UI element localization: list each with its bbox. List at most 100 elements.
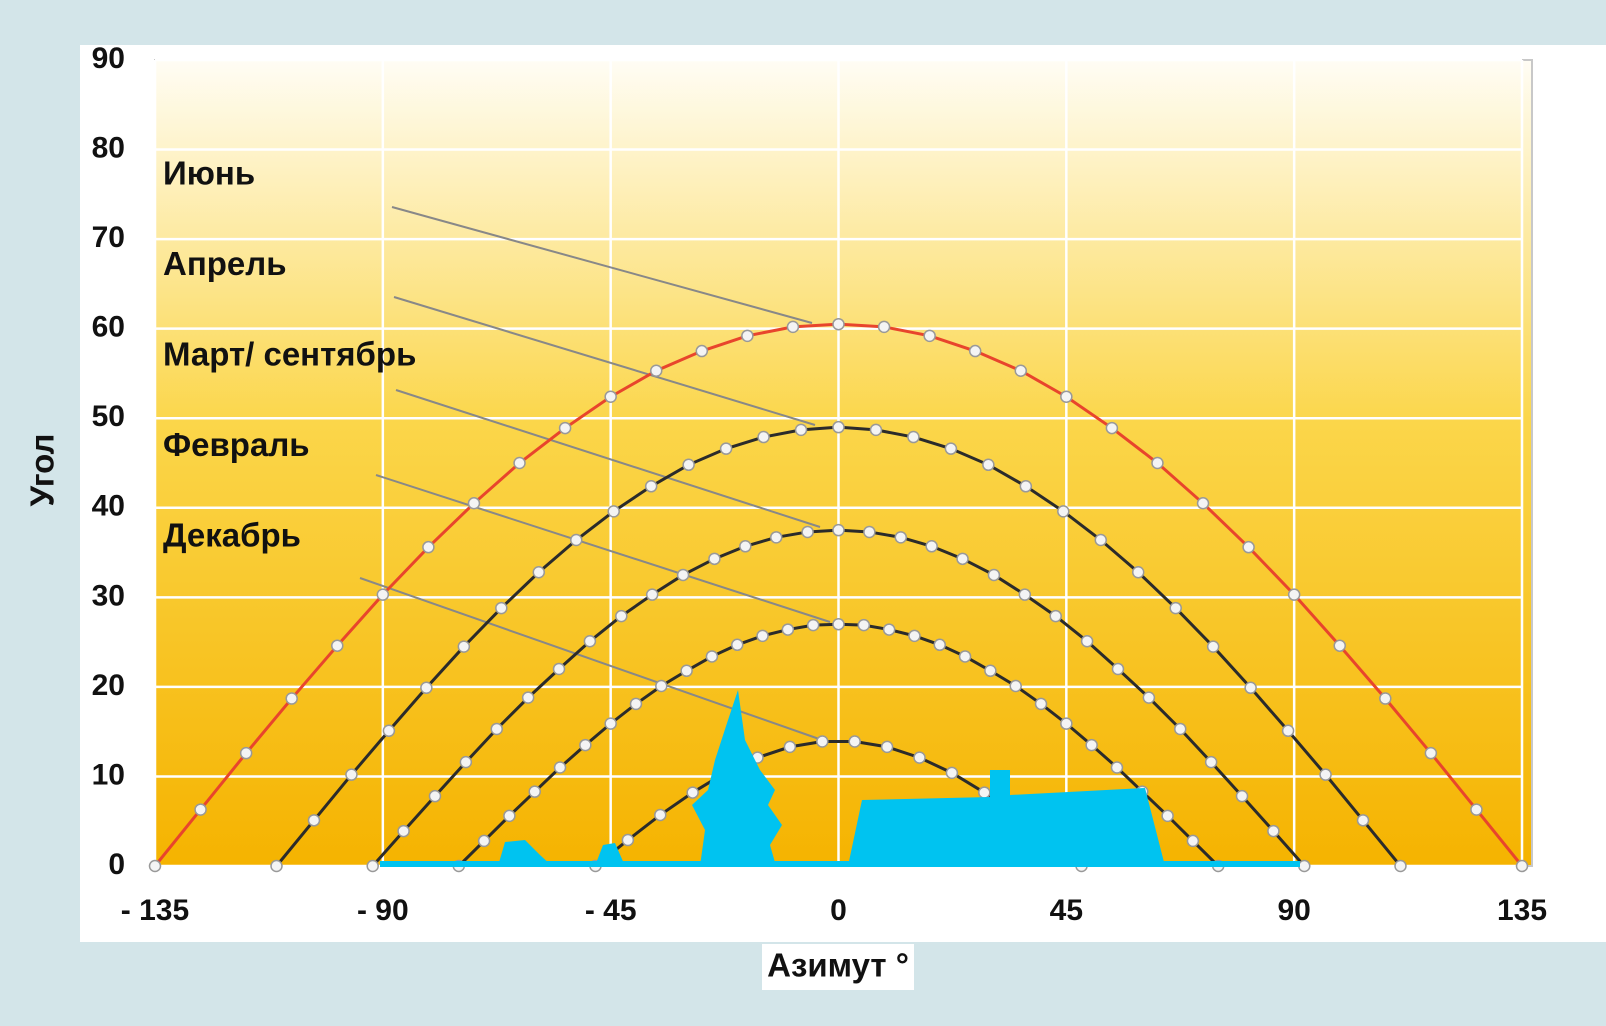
plot-area [155,60,1532,866]
point [1133,567,1144,578]
point [1019,589,1030,600]
x-tick-label: - 45 [585,894,637,927]
point [1095,535,1106,546]
point [398,826,409,837]
point [771,532,782,543]
point [1358,815,1369,826]
point [150,861,161,872]
point [864,526,875,537]
point [709,553,720,564]
point [802,526,813,537]
point [554,663,565,674]
point [879,321,890,332]
legend-label: Март/ сентябрь [163,336,416,373]
point [1036,698,1047,709]
point [1106,423,1117,434]
point [1237,791,1248,802]
point [429,791,440,802]
x-tick-label: 135 [1497,894,1547,927]
point [1020,481,1031,492]
point [988,569,999,580]
x-tick-label: - 90 [357,894,409,927]
point [651,365,662,376]
point [884,624,895,635]
point [1082,636,1093,647]
point [655,809,666,820]
point [740,541,751,552]
point [742,330,753,341]
point [1015,365,1026,376]
point [1175,723,1186,734]
point [479,835,490,846]
point [970,346,981,357]
point [271,861,282,872]
y-axis-label: Угол [24,434,61,507]
x-axis-label: Азимут ° [767,947,909,984]
point [1245,682,1256,693]
point [1289,589,1300,600]
point [1208,641,1219,652]
point [882,741,893,752]
point [423,542,434,553]
point [1162,810,1173,821]
point [782,624,793,635]
point [580,740,591,751]
point [608,506,619,517]
point [908,432,919,443]
point [787,321,798,332]
y-tick-label: 10 [92,758,125,791]
x-tick-label: 90 [1277,894,1310,927]
point [646,481,657,492]
point [1152,458,1163,469]
point [817,736,828,747]
point [833,319,844,330]
point [1112,663,1123,674]
point [1380,693,1391,704]
point [960,651,971,662]
point [833,619,844,630]
y-tick-label: 70 [92,221,125,254]
point [377,589,388,600]
point [491,723,502,734]
point [1320,769,1331,780]
point [1198,498,1209,509]
point [895,532,906,543]
y-tick-label: 0 [108,848,125,881]
point [979,787,990,798]
point [346,769,357,780]
point [934,639,945,650]
point [721,443,732,454]
point [1050,611,1061,622]
point [1061,391,1072,402]
point [796,424,807,435]
point [924,330,935,341]
point [1010,680,1021,691]
point [523,692,534,703]
legend-label: Апрель [163,245,287,282]
point [1206,757,1217,768]
point [1058,506,1069,517]
point [1170,603,1181,614]
point [945,443,956,454]
point [870,424,881,435]
point [383,725,394,736]
y-tick-label: 90 [92,42,125,75]
point [687,787,698,798]
point [946,767,957,778]
point [555,762,566,773]
point [332,640,343,651]
point [1517,861,1528,872]
point [1086,740,1097,751]
x-tick-label: 45 [1050,894,1083,927]
point [1283,725,1294,736]
point [757,630,768,641]
point [706,651,717,662]
point [983,459,994,470]
point [533,567,544,578]
point [808,620,819,631]
point [468,498,479,509]
point [732,639,743,650]
point [195,804,206,815]
point [584,636,595,647]
point [1143,692,1154,703]
